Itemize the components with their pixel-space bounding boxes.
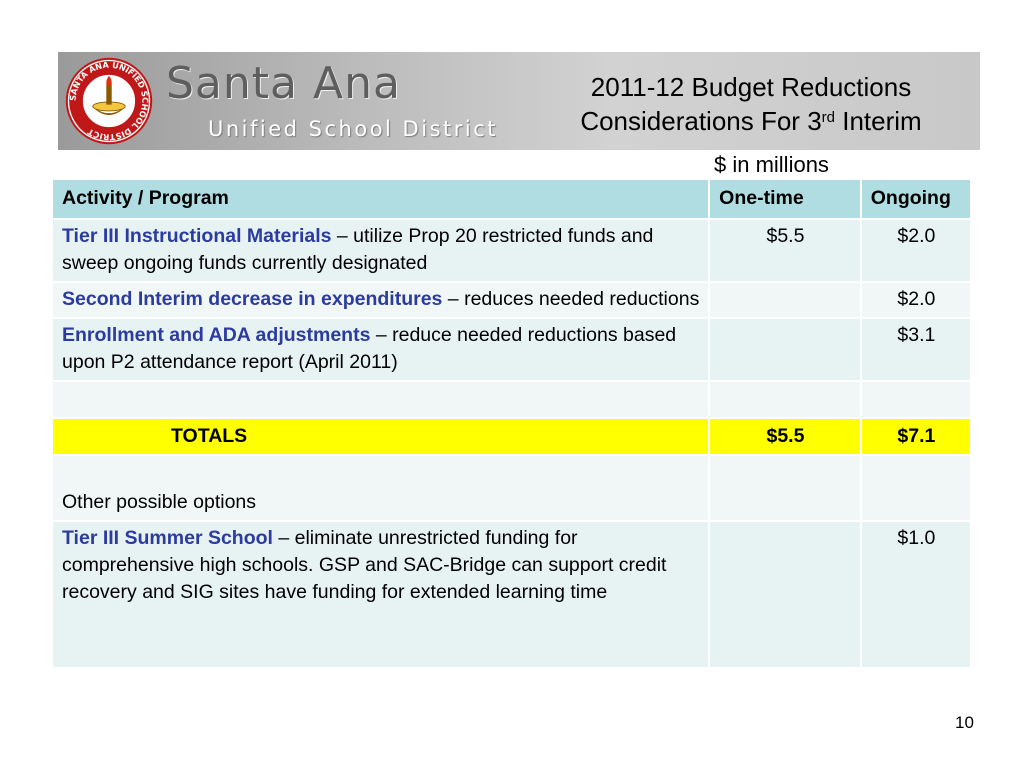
activity-description: – reduces needed reductions: [442, 288, 700, 310]
empty-row: [50, 380, 973, 419]
header-one-time: One-time: [708, 178, 862, 220]
header-banner: SANTA ANA UNIFIED SCHOOL DISTRICT Santa …: [58, 52, 980, 150]
ongoing-cell: $2.0: [859, 218, 973, 283]
table-row: Tier III Instructional Materials – utili…: [50, 218, 973, 283]
units-label: $ in millions: [714, 152, 829, 177]
other-options-row: Other possible options: [50, 454, 973, 522]
one-time-cell: [708, 317, 862, 382]
district-seal-logo: SANTA ANA UNIFIED SCHOOL DISTRICT: [65, 57, 153, 145]
ongoing-cell: $1.0: [859, 520, 973, 669]
ongoing-cell: $3.1: [859, 317, 973, 382]
page-number: 10: [955, 713, 974, 732]
ongoing-cell: $2.0: [859, 281, 973, 319]
table-row: Second Interim decrease in expenditures …: [50, 281, 973, 319]
activity-title: Tier III Instructional Materials: [62, 225, 332, 247]
activity-description: – reduce needed reductions based upon P2…: [62, 324, 677, 373]
budget-table: Activity / Program One-time Ongoing Tier…: [50, 178, 973, 669]
activity-description: – eliminate unrestricted funding for com…: [62, 527, 667, 603]
activity-title: Tier III Summer School: [62, 527, 273, 549]
activity-title: Enrollment and ADA adjustments: [62, 324, 371, 346]
table-row: Tier III Summer School – eliminate unres…: [50, 520, 973, 669]
activity-cell: Enrollment and ADA adjustments – reduce …: [50, 317, 711, 382]
table-header-row: Activity / Program One-time Ongoing: [50, 178, 973, 220]
activity-cell: Tier III Summer School – eliminate unres…: [50, 520, 711, 669]
totals-one-time: $5.5: [708, 417, 862, 456]
one-time-cell: $5.5: [708, 218, 862, 283]
header-ongoing: Ongoing: [859, 178, 973, 220]
slide-title: 2011-12 Budget Reductions Considerations…: [526, 70, 976, 138]
activity-title: Second Interim decrease in expenditures: [62, 288, 443, 310]
slide-title-line1: 2011-12 Budget Reductions: [590, 72, 912, 102]
activity-cell: Second Interim decrease in expenditures …: [50, 281, 711, 319]
totals-ongoing: $7.1: [859, 417, 973, 456]
activity-cell: Tier III Instructional Materials – utili…: [50, 218, 711, 283]
header-activity: Activity / Program: [50, 178, 711, 220]
other-options-label: Other possible options: [50, 454, 711, 522]
one-time-cell: [708, 281, 862, 319]
brand-subtitle: Unified School District: [208, 117, 498, 141]
one-time-cell: [708, 520, 862, 669]
ordinal-suffix: rd: [821, 109, 835, 126]
totals-row: TOTALS $5.5 $7.1: [50, 417, 973, 456]
slide-title-line2: Considerations For 3rd Interim: [580, 106, 922, 136]
brand-name: Santa Ana: [166, 58, 401, 109]
table-row: Enrollment and ADA adjustments – reduce …: [50, 317, 973, 382]
totals-label: TOTALS: [50, 417, 711, 456]
activity-description: – utilize Prop 20 restricted funds and s…: [62, 225, 654, 274]
